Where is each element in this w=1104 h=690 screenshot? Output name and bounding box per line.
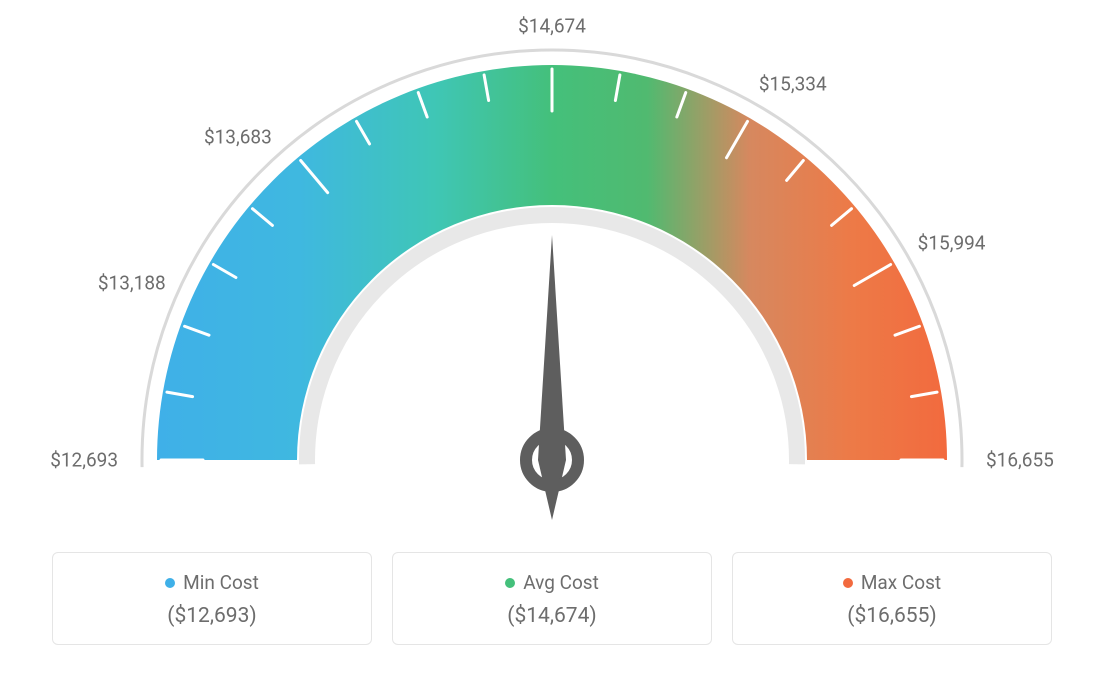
legend-dot-min (165, 578, 175, 588)
gauge-chart (0, 0, 1104, 540)
legend-box-max: Max Cost ($16,655) (732, 552, 1052, 645)
legend-value-min: ($12,693) (63, 604, 361, 628)
legend-label-avg-text: Avg Cost (523, 571, 599, 594)
gauge-container: $12,693$13,188$13,683$14,674$15,334$15,9… (0, 0, 1104, 544)
legend-label-max-text: Max Cost (861, 571, 941, 594)
legend-dot-max (843, 578, 853, 588)
legend-value-avg: ($14,674) (403, 604, 701, 628)
legend-label-max: Max Cost (743, 571, 1041, 594)
legend-value-max: ($16,655) (743, 604, 1041, 628)
legend-label-min-text: Min Cost (183, 571, 259, 594)
legend-dot-avg (505, 578, 515, 588)
legend-row: Min Cost ($12,693) Avg Cost ($14,674) Ma… (0, 552, 1104, 645)
legend-box-min: Min Cost ($12,693) (52, 552, 372, 645)
legend-label-avg: Avg Cost (403, 571, 701, 594)
legend-label-min: Min Cost (63, 571, 361, 594)
legend-box-avg: Avg Cost ($14,674) (392, 552, 712, 645)
